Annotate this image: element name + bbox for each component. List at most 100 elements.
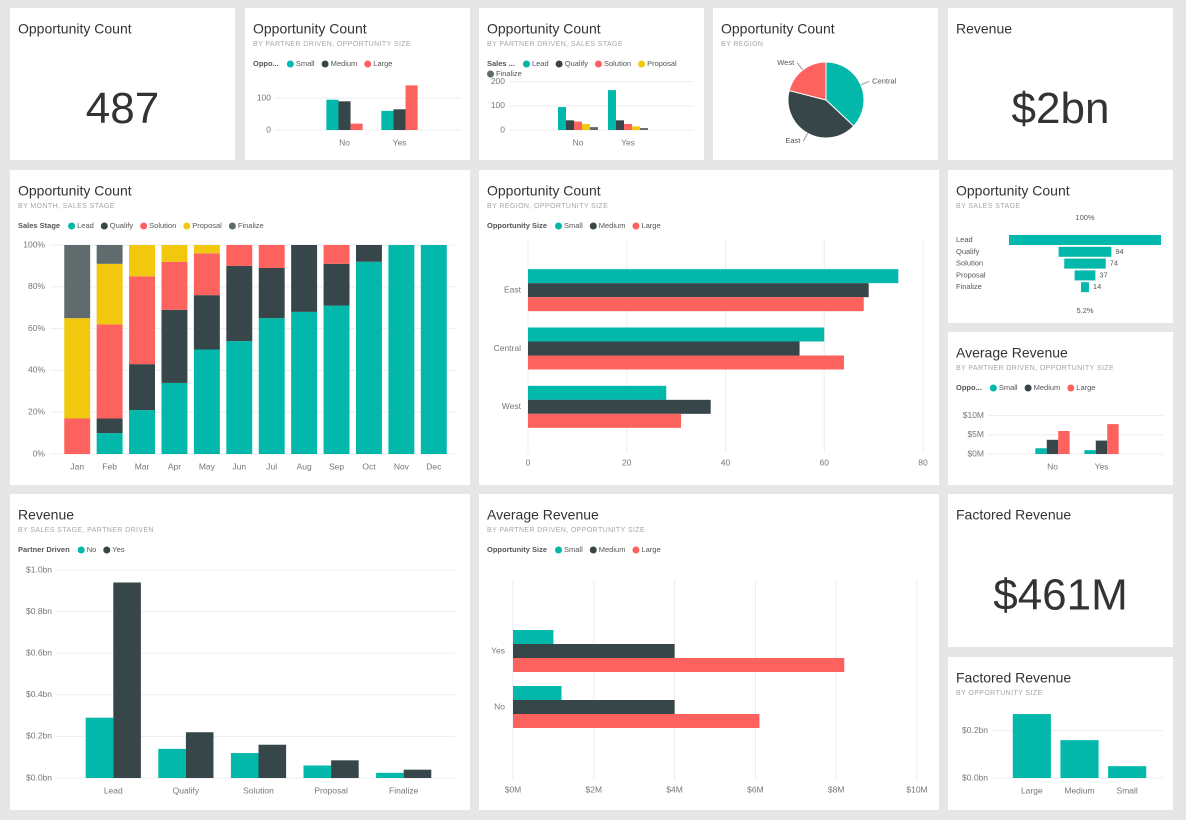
legend-title: Oppo... [956, 383, 982, 392]
legend-title: Opportunity Size [487, 545, 547, 554]
tile-subtitle: BY PARTNER DRIVEN, OPPORTUNITY SIZE [956, 365, 1114, 372]
legend-label: Medium [599, 221, 626, 230]
funnel-category: Finalize [956, 282, 982, 291]
bar [381, 110, 394, 130]
bar [558, 107, 566, 130]
y-tick-label: Yes [491, 645, 505, 655]
tile: Average Revenue BY PARTNER DRIVEN, OPPORT… [948, 332, 1173, 485]
y-tick-label: 40% [28, 365, 45, 375]
bar [608, 90, 616, 130]
bar-segment [96, 245, 123, 264]
legend-marker [183, 222, 191, 230]
bar-segment [226, 341, 253, 454]
bar [566, 120, 574, 130]
bar [1108, 766, 1147, 778]
tile: Factored Revenue $461M [948, 494, 1173, 647]
legend-marker [522, 60, 530, 68]
funnel-value-label: 14 [1093, 282, 1101, 291]
legend-marker [632, 222, 640, 230]
leader-line [796, 62, 804, 71]
x-tick-label: Aug [297, 461, 312, 471]
slice-label: East [785, 136, 801, 145]
tile: Opportunity Count 487 [10, 8, 235, 160]
bar [331, 760, 359, 778]
tile-title: Opportunity Count [18, 183, 132, 199]
tile-title: Opportunity Count [253, 21, 367, 37]
bar-segment [323, 245, 350, 264]
bar [350, 123, 363, 130]
bar [582, 123, 590, 130]
tile: Opportunity Count BY PARTNER DRIVEN, SALE… [479, 8, 704, 160]
tile-subtitle: BY PARTNER DRIVEN, SALES STAGE [487, 41, 623, 48]
tile-title: Factored Revenue [956, 670, 1071, 686]
bar [393, 109, 406, 130]
x-tick-label: Lead [104, 785, 123, 795]
funnel-top-label: 100% [1075, 213, 1095, 222]
bar-segment [258, 245, 285, 268]
legend-label: Medium [331, 59, 358, 68]
x-tick-label: Medium [1064, 785, 1094, 795]
tile-subtitle: BY OPPORTUNITY SIZE [956, 690, 1043, 697]
tile-subtitle: BY REGION, OPPORTUNITY SIZE [487, 203, 608, 210]
bar-segment [161, 382, 188, 454]
bar-segment [193, 253, 220, 296]
kpi-value: $2bn [1012, 84, 1110, 133]
y-tick-label: 100% [23, 239, 45, 249]
bar [590, 127, 598, 130]
legend-marker [632, 546, 640, 554]
bar-segment [129, 245, 156, 277]
legend-marker [1024, 384, 1032, 392]
x-tick-label: Yes [1095, 461, 1109, 471]
x-tick-label: Dec [426, 461, 442, 471]
tile: Opportunity Count BY MONTH, SALES STAGE Sa… [10, 170, 470, 485]
slice-label: West [777, 58, 795, 67]
bar [528, 297, 864, 312]
bar [528, 355, 844, 370]
bar [528, 283, 869, 298]
bar [528, 327, 825, 342]
bar-segment [96, 418, 123, 434]
legend-marker [321, 60, 329, 68]
y-tick-label: 20% [28, 406, 45, 416]
bar [528, 399, 711, 414]
tile-title: Opportunity Count [721, 21, 835, 37]
legend-label: Proposal [192, 221, 222, 230]
legend-marker [589, 222, 597, 230]
bar [528, 385, 667, 400]
legend-marker [228, 222, 236, 230]
bar-segment [193, 245, 220, 254]
tile: Revenue BY SALES STAGE, PARTNER DRIVEN Par… [10, 494, 470, 810]
x-tick-label: Oct [362, 461, 376, 471]
tile-title: Opportunity Count [487, 183, 601, 199]
bar-segment [96, 433, 123, 454]
bar [513, 630, 554, 644]
bar-segment [258, 318, 285, 454]
x-tick-label: 20 [622, 457, 632, 467]
bar [158, 748, 186, 778]
tile-title: Revenue [18, 507, 74, 523]
y-tick-label: 0 [266, 124, 271, 134]
bar-segment [64, 245, 91, 319]
y-tick-label: $0.6bn [26, 647, 52, 657]
legend-marker [555, 60, 563, 68]
x-tick-label: Sep [329, 461, 344, 471]
legend-title: Oppo... [253, 59, 279, 68]
y-tick-label: 0% [33, 448, 46, 458]
tile-background [479, 8, 704, 160]
leader-line [802, 133, 809, 142]
tile: Opportunity Count BY REGION Central East Wes… [713, 8, 938, 160]
x-tick-label: $2M [586, 784, 603, 794]
tile-background [948, 332, 1173, 485]
legend-marker [638, 60, 646, 68]
funnel-category: Proposal [956, 270, 986, 279]
tile-background [948, 8, 1173, 160]
tile-background [948, 170, 1173, 323]
tile: Opportunity Count BY REGION, OPPORTUNITY … [479, 170, 939, 485]
bar [113, 582, 141, 778]
tile-background [948, 494, 1173, 647]
legend-label: Small [999, 383, 1018, 392]
funnel-bottom-label: 5.2% [1076, 306, 1093, 315]
legend-label: Small [564, 221, 583, 230]
tile-title: Average Revenue [956, 345, 1068, 361]
y-tick-label: $10M [963, 410, 984, 420]
